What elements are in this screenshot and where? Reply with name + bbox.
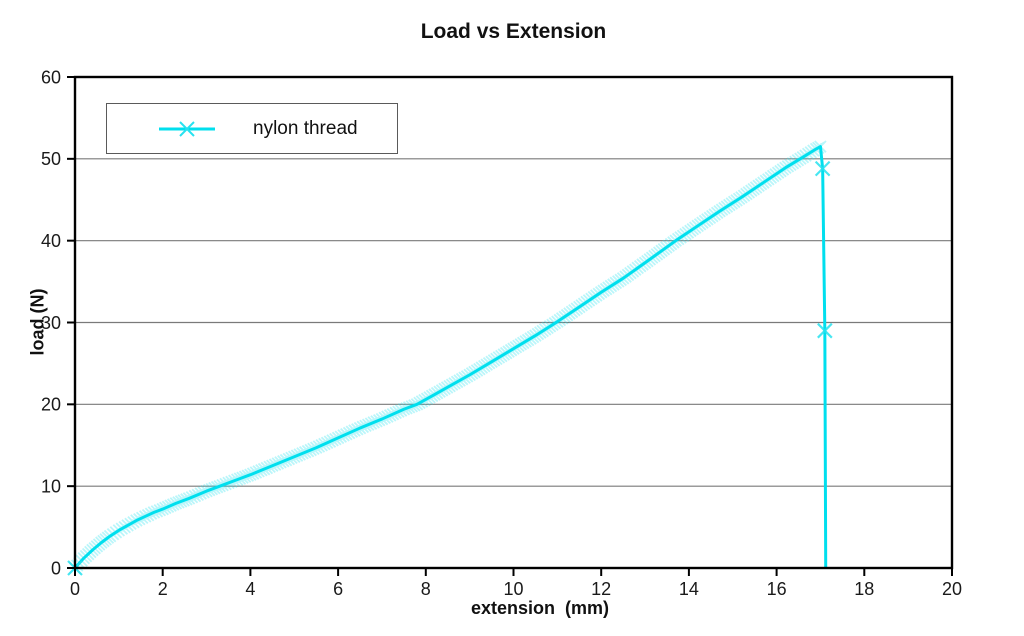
series-polyline <box>73 145 828 569</box>
series-single-markers <box>67 160 833 576</box>
x-axis-title: extension (mm) <box>470 598 610 618</box>
x-tick-label: 20 <box>942 579 962 599</box>
y-tick-label: 40 <box>41 231 61 251</box>
x-tick-label: 16 <box>767 579 787 599</box>
legend-key-line <box>159 120 215 137</box>
series-point-marker <box>814 160 831 177</box>
y-tick-label: 50 <box>41 149 61 169</box>
x-tick-label: 0 <box>70 579 80 599</box>
y-tick-label: 20 <box>41 395 61 415</box>
x-tick-label: 4 <box>245 579 255 599</box>
series-point-marker <box>817 322 833 339</box>
y-tick-label: 30 <box>41 313 61 333</box>
x-tick-label: 10 <box>503 579 523 599</box>
x-tick-label: 14 <box>679 579 699 599</box>
y-axis-tick-labels: 0 10 20 30 40 50 60 <box>41 67 61 578</box>
y-tick-label: 10 <box>41 476 61 496</box>
y-axis-title: load (N) <box>27 288 48 356</box>
legend-series-label: nylon thread <box>253 117 358 139</box>
x-tick-label: 6 <box>333 579 343 599</box>
x-tick-label: 12 <box>591 579 611 599</box>
y-tick-label: 60 <box>41 67 61 87</box>
x-tick-label: 2 <box>158 579 168 599</box>
series-marker-ribbon <box>68 140 827 575</box>
x-tick-label: 8 <box>421 579 431 599</box>
x-tick-label: 18 <box>854 579 874 599</box>
series-marker-ribbon-path <box>68 140 827 575</box>
x-axis-tick-labels: 0 2 4 6 8 10 12 14 16 18 20 <box>70 579 962 599</box>
y-tick-label: 0 <box>51 558 61 578</box>
chart-title: Load vs Extension <box>420 20 607 43</box>
series-line <box>73 145 828 569</box>
axis-tick-marks <box>67 76 953 576</box>
legend: nylon thread <box>106 103 398 154</box>
